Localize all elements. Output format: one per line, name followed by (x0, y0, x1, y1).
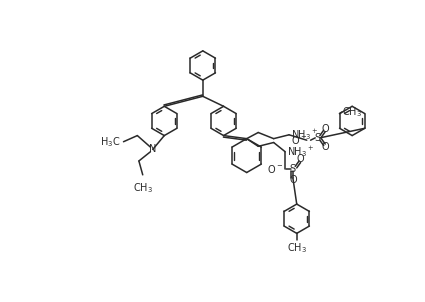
Text: O: O (321, 124, 329, 134)
Text: S: S (314, 133, 320, 143)
Text: O$^-$: O$^-$ (267, 163, 283, 175)
Text: N: N (149, 144, 156, 154)
Text: O: O (289, 175, 297, 185)
Text: O$^-$: O$^-$ (292, 134, 308, 146)
Text: O: O (321, 142, 329, 152)
Text: O: O (297, 154, 304, 165)
Text: H$_3$C: H$_3$C (100, 135, 120, 149)
Text: S: S (290, 164, 296, 174)
Text: NH$_3$$^+$: NH$_3$$^+$ (292, 127, 319, 142)
Text: CH$_3$: CH$_3$ (287, 241, 307, 255)
Text: CH$_3$: CH$_3$ (133, 181, 153, 195)
Text: CH$_3$: CH$_3$ (342, 105, 362, 119)
Text: NH$_3$$^+$: NH$_3$$^+$ (287, 144, 315, 159)
